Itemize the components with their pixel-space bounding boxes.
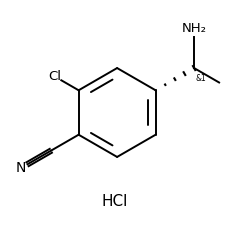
Text: HCl: HCl bbox=[102, 194, 128, 209]
Text: NH₂: NH₂ bbox=[182, 22, 207, 35]
Text: Cl: Cl bbox=[49, 70, 62, 83]
Text: N: N bbox=[16, 161, 26, 175]
Text: &1: &1 bbox=[196, 74, 207, 83]
